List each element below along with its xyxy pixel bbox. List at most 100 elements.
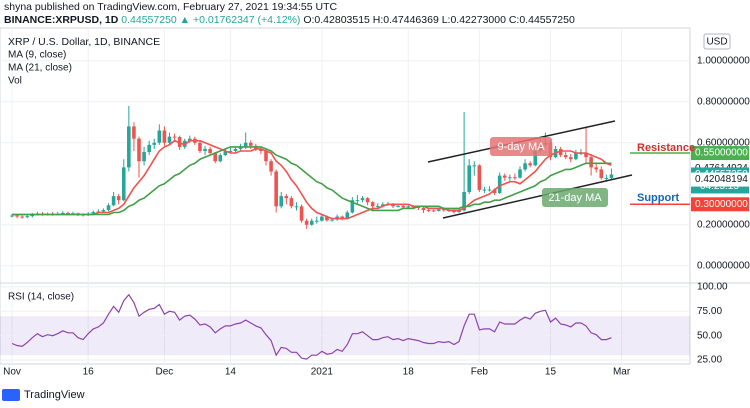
candle-body (345, 212, 350, 219)
y-tick-label: 1.00000000 (697, 55, 750, 66)
candle-body (330, 219, 334, 221)
candle-body (127, 126, 131, 168)
candle-body (315, 220, 319, 222)
candle-body (467, 165, 471, 192)
y-tick-label: 25.00 (697, 355, 722, 366)
candle-body (497, 175, 502, 194)
annotation: Support (637, 192, 679, 204)
candle-body (431, 210, 436, 212)
candle-body (147, 144, 151, 153)
candle-body (30, 214, 35, 217)
price-label: 0.30000000 (695, 199, 748, 210)
candle-body (457, 210, 461, 213)
candle-body (203, 148, 207, 151)
candle-body (518, 169, 522, 178)
candle-body (152, 142, 157, 145)
currency-box (703, 33, 731, 50)
y-tick-label: 50.00 (697, 330, 722, 341)
candle-body (492, 189, 497, 194)
candle-body (513, 177, 517, 179)
candle-body (172, 136, 177, 138)
candle-body (360, 198, 365, 201)
candle-body (121, 167, 126, 201)
candle-body (157, 130, 162, 143)
candle-body (213, 153, 217, 162)
x-tick-label: 15 (545, 367, 557, 378)
trend-line (442, 174, 633, 219)
candle-body (264, 150, 268, 162)
candle-body (309, 220, 314, 225)
change: 0.44557250 ▲ +0.01762347 (+4.12%) (121, 14, 301, 26)
candle-body (569, 157, 573, 160)
candle-body (350, 200, 355, 213)
ohlc: O:0.42803515 H:0.47446369 L:0.42273000 C… (303, 14, 575, 26)
candle-body (421, 207, 426, 211)
candle-body (426, 210, 431, 212)
candle-body (340, 216, 344, 219)
candle-body (508, 177, 512, 179)
candle-body (167, 136, 172, 143)
candle-body (132, 126, 136, 139)
candle-body (162, 130, 167, 143)
candle-body (66, 212, 70, 214)
candle-body (396, 205, 400, 207)
candle-body (233, 148, 238, 151)
candle-body (523, 163, 527, 170)
candle-body (294, 206, 299, 208)
y-tick-label: 0.20000000 (697, 219, 750, 230)
volume-label: Vol (8, 76, 22, 87)
symbol-line: BINANCE:XRPUSD, 1D 0.44557250 ▲ +0.01762… (4, 14, 575, 26)
candle-body (137, 138, 141, 162)
candle-body (594, 167, 598, 170)
x-tick-label: 2021 (311, 367, 334, 378)
candle-body (472, 165, 477, 167)
y-tick-label: 0.00000000 (697, 260, 750, 271)
y-tick-label: 0.60000000 (697, 137, 750, 148)
candle-body (436, 209, 441, 211)
x-tick-label: Nov (3, 367, 21, 378)
annotation: 9-day MA (497, 141, 545, 153)
series-line (11, 293, 612, 360)
candle-body (365, 198, 370, 203)
currency: USD (706, 37, 727, 48)
candle-body (289, 198, 294, 207)
candle-body (482, 189, 487, 191)
candle-body (106, 205, 111, 211)
candle-body (116, 196, 121, 201)
countdown: 04:25:15 (700, 181, 739, 192)
candle-body (477, 165, 482, 190)
candle-body (101, 210, 106, 212)
candle-body (370, 202, 375, 207)
symbol: BINANCE:XRPUSD, 1D (4, 14, 119, 26)
candle-body (304, 220, 309, 225)
candle-body (198, 142, 202, 151)
price-label-box (691, 172, 749, 187)
candle-body (416, 206, 421, 208)
candle-body (325, 216, 329, 221)
candle-body (599, 169, 604, 179)
logo (2, 389, 20, 401)
candle-body (299, 206, 304, 221)
candle-body (228, 150, 233, 152)
candle-body (320, 216, 324, 221)
candle-body (487, 189, 492, 191)
candle-body (406, 206, 411, 208)
legend-entry: RSI (14, close) (8, 292, 74, 303)
price-label: 0.55000000 (695, 148, 748, 159)
candle-body (284, 196, 289, 199)
candle-body (223, 150, 228, 156)
annotation-box (490, 137, 552, 156)
candle-body (391, 203, 395, 207)
series-line (12, 146, 612, 216)
candle-body (528, 163, 532, 166)
footer-brand: TradingView (24, 389, 85, 401)
candle-body (609, 174, 614, 179)
price-label-box (691, 197, 749, 212)
annotation: Resistance (637, 142, 695, 154)
candle-body (259, 148, 263, 151)
price-label: 0.42048194 (695, 174, 748, 185)
candle-body (188, 138, 192, 141)
legend-entry: MA (21, close) (8, 63, 72, 74)
